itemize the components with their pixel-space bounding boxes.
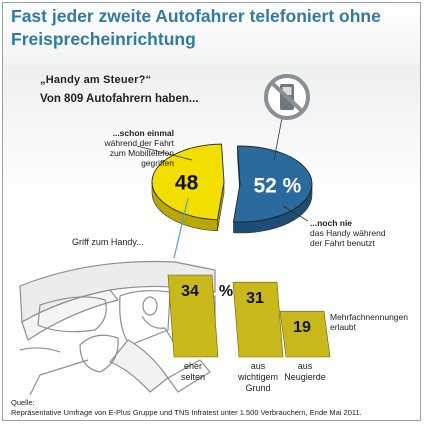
bar-category-line: aus [250, 361, 266, 371]
bar-value-label: 31 [246, 290, 264, 307]
bar-category-line: Neugierde [284, 372, 326, 382]
page-title: Fast jeder zweite Autofahrer telefoniert… [11, 6, 381, 49]
source-label: Quelle: [11, 398, 35, 407]
bar-chart: 34% 31 19 [167, 274, 331, 358]
bar-category-label: eher selten [163, 361, 223, 383]
bar-category-line: aus [297, 361, 313, 371]
bar-category-label: aus wichtigem Grund [228, 361, 288, 394]
pointer-line [136, 145, 193, 161]
bar-value-label: 19 [293, 319, 311, 336]
note-line: ...noch nie [310, 218, 353, 228]
note-line: zum Mobiltelefon [109, 148, 174, 158]
pointer-line [173, 197, 189, 259]
bar-value-label: 34 [181, 283, 199, 300]
pointer-line [273, 117, 283, 161]
bar [279, 310, 331, 358]
bar-category-line: selten [180, 372, 206, 382]
source: Quelle: Repräsentative Umfrage von E-Plu… [11, 398, 362, 417]
pie-right-note: ...noch nie das Handy während der Fahrt be… [310, 218, 416, 248]
bar [167, 274, 219, 358]
note-line: gegriffen [141, 158, 174, 168]
bar [232, 281, 284, 358]
note-line: das Handy während [310, 228, 386, 238]
pie-slice-label: 52 % [253, 175, 301, 198]
bars-intro: Griff zum Handy... [72, 237, 144, 247]
multiple-answers-note: Mehrfachnennungen erlaubt [330, 312, 408, 332]
source-text: Repräsentative Umfrage von E-Plus Gruppe… [11, 407, 362, 417]
pie-left-note: ...schon einmal während der Fahrt zum Mobi… [58, 128, 174, 168]
pointer-line [282, 205, 309, 222]
lead-text: Von 809 Autofahrern haben... [40, 93, 199, 105]
note-line: Mehrfachnennungen [330, 312, 408, 322]
header-band [3, 3, 420, 65]
bar-category-line: eher [183, 361, 202, 371]
bar-category-label: aus Neugierde [275, 361, 335, 383]
content-background [3, 65, 420, 420]
bar-unit-label: % [219, 283, 233, 300]
pie-chart: 52 % 48 [151, 143, 313, 234]
subtitle: „Handy am Steuer?“ [40, 74, 152, 86]
bar-category-line: wichtigem [237, 372, 278, 382]
note-line: erlaubt [330, 322, 356, 332]
bar-category-line: Grund [245, 383, 271, 393]
no-phone-sign-icon [264, 74, 310, 120]
infographic-frame [2, 2, 421, 421]
pie-slice-0: 48 [151, 143, 225, 232]
note-line: ...schon einmal [112, 128, 174, 138]
pie-slice-label: 48 [175, 171, 199, 194]
pie-slice-1: 52 % [232, 145, 313, 234]
note-line: während der Fahrt [104, 138, 174, 148]
note-line: der Fahrt benutzt [310, 238, 375, 248]
